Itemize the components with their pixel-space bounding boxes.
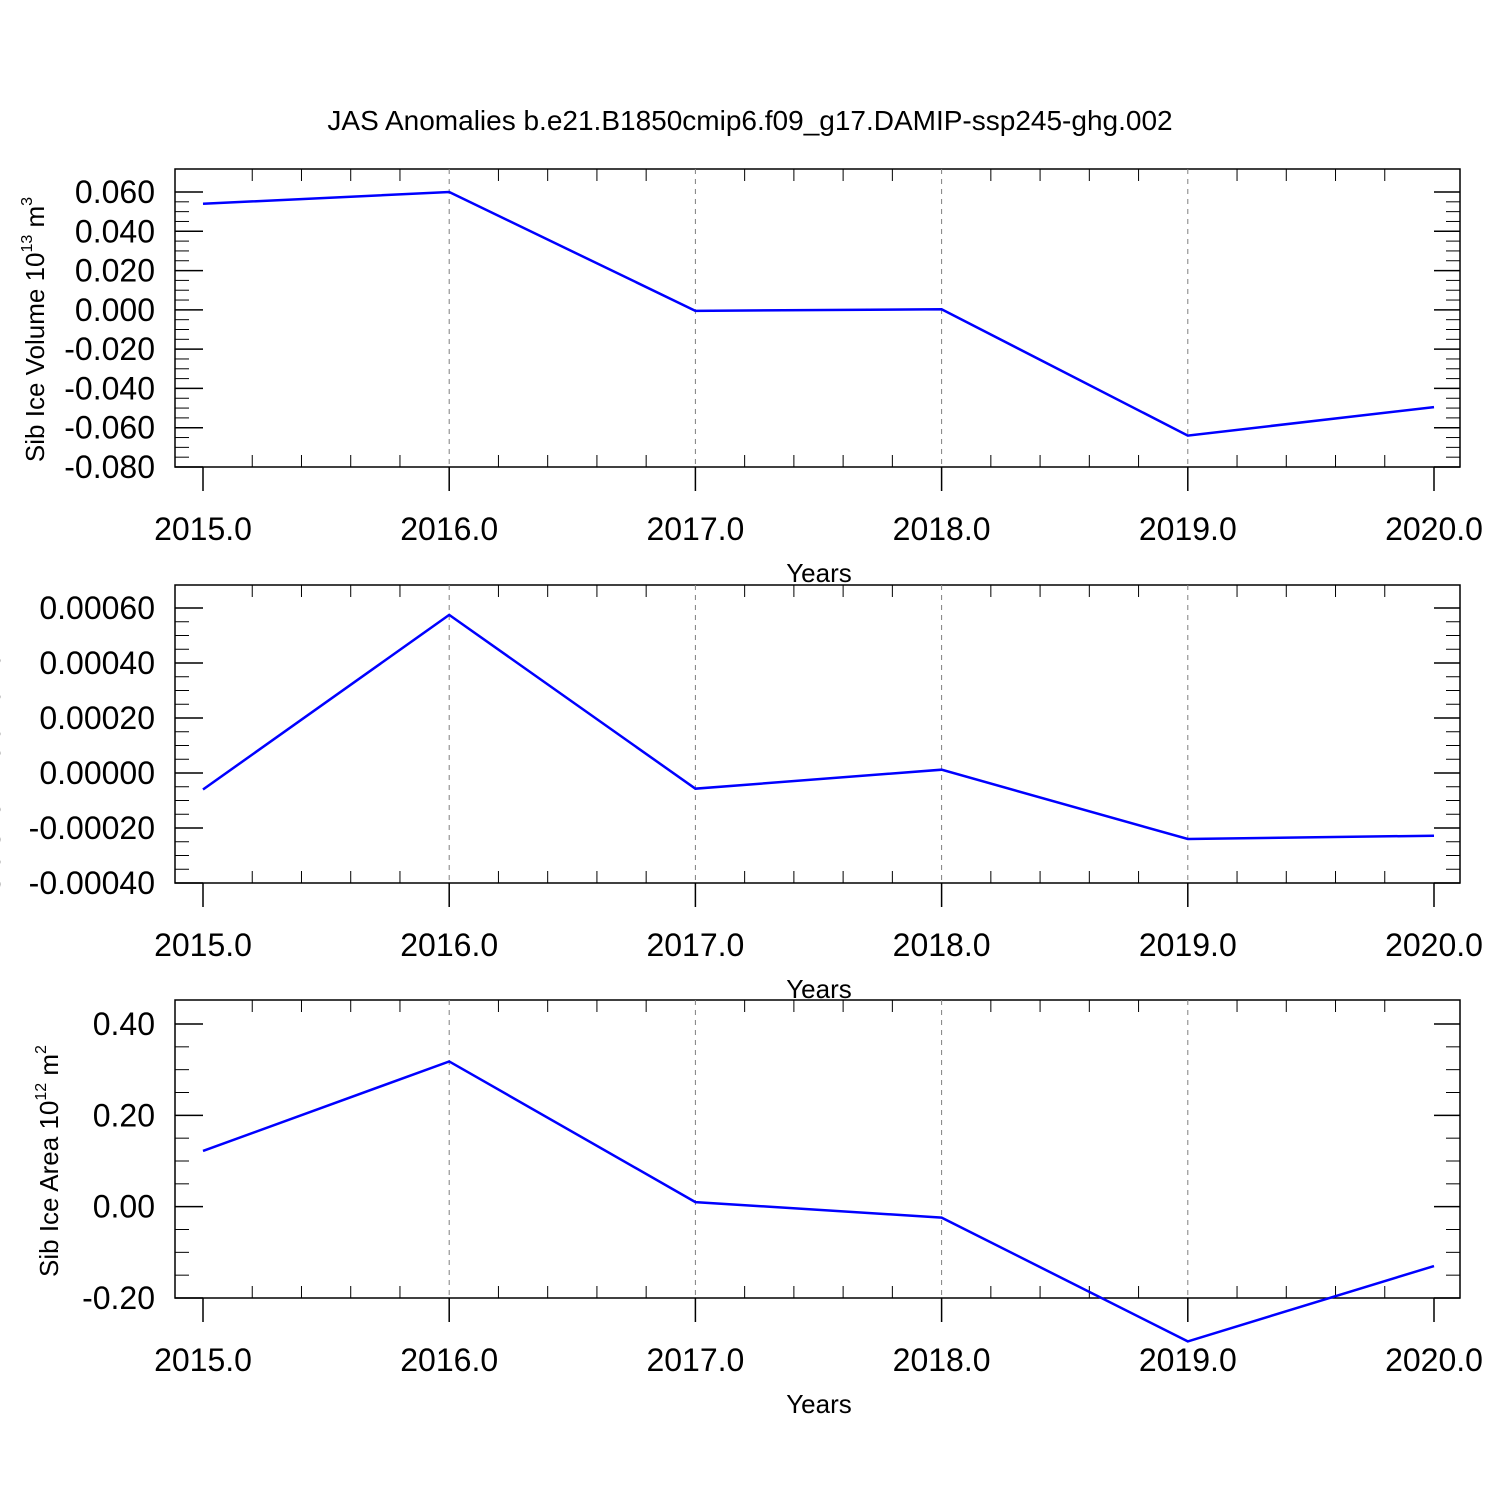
y-tick-label: 0.00000 — [39, 755, 155, 791]
x-tick-label: 2018.0 — [893, 1342, 991, 1378]
plot-frame — [174, 584, 1461, 884]
series-line — [202, 190, 1435, 437]
panels: 0.0600.0400.0200.000-0.020-0.040-0.060-0… — [0, 168, 1483, 1419]
series-line — [202, 1060, 1435, 1343]
y-tick-label: -0.020 — [64, 331, 155, 367]
y-tick-label: 0.00040 — [39, 645, 155, 681]
y-tick-label: -0.00040 — [29, 865, 155, 901]
y-tick-label: 0.060 — [75, 174, 155, 210]
x-tick-label: 2016.0 — [400, 927, 498, 963]
y-tick-label: 0.40 — [93, 1006, 155, 1042]
x-tick-label: 2015.0 — [154, 511, 252, 547]
x-tick-label: 2018.0 — [893, 511, 991, 547]
x-tick-label: 2019.0 — [1139, 511, 1237, 547]
y-tick-label: 0.040 — [75, 213, 155, 249]
x-tick-label: 2017.0 — [646, 1342, 744, 1378]
plot-frame — [174, 999, 1461, 1299]
y-tick-label: -0.040 — [64, 370, 155, 406]
x-tick-label: 2015.0 — [154, 927, 252, 963]
chart-panel-2: 0.00060 0.00040 0.00020 0.00000 -0.00020 -0.0… — [0, 584, 1483, 1004]
x-tick-label: 2020.0 — [1385, 1342, 1483, 1378]
x-tick-label: 2015.0 — [154, 1342, 252, 1378]
y-tick-label: -0.20 — [82, 1280, 155, 1316]
y-axis-label: Sib Ice Volume 1013 m3 — [19, 197, 50, 462]
y-tick-label: 0.020 — [75, 253, 155, 289]
series-line — [202, 613, 1435, 841]
x-tick-label: 2017.0 — [646, 511, 744, 547]
y-tick-label: 0.00020 — [39, 700, 155, 736]
y-axis-label: Sib Ice Area 1012 m2 — [33, 1045, 64, 1277]
x-tick-label: 2019.0 — [1139, 927, 1237, 963]
x-tick-label: 2018.0 — [893, 927, 991, 963]
y-tick-label: 0.00060 — [39, 590, 155, 626]
x-axis-label: Years — [786, 974, 852, 1004]
plot-frame — [174, 168, 1461, 468]
y-tick-label: -0.060 — [64, 410, 155, 446]
y-tick-label: 0.00 — [93, 1189, 155, 1225]
y-tick-label: -0.00020 — [29, 810, 155, 846]
x-tick-label: 2016.0 — [400, 1342, 498, 1378]
x-tick-label: 2019.0 — [1139, 1342, 1237, 1378]
x-axis-label: Years — [786, 558, 852, 588]
x-tick-label: 2020.0 — [1385, 511, 1483, 547]
y-axis-label: Sib Snow Volume 1013 m3 — [0, 598, 6, 894]
y-tick-label: 0.000 — [75, 292, 155, 328]
y-tick-label: 0.20 — [93, 1097, 155, 1133]
x-tick-label: 2020.0 — [1385, 927, 1483, 963]
chart-title: JAS Anomalies b.e21.B1850cmip6.f09_g17.D… — [327, 105, 1172, 136]
y-tick-label: -0.080 — [64, 449, 155, 485]
x-tick-label: 2016.0 — [400, 511, 498, 547]
x-axis-label: Years — [786, 1389, 852, 1419]
x-tick-label: 2017.0 — [646, 927, 744, 963]
chart-panel-3: 0.40 0.20 0.00 -0.20 2015.0 2016.0 2017.0 2018.… — [33, 999, 1483, 1419]
